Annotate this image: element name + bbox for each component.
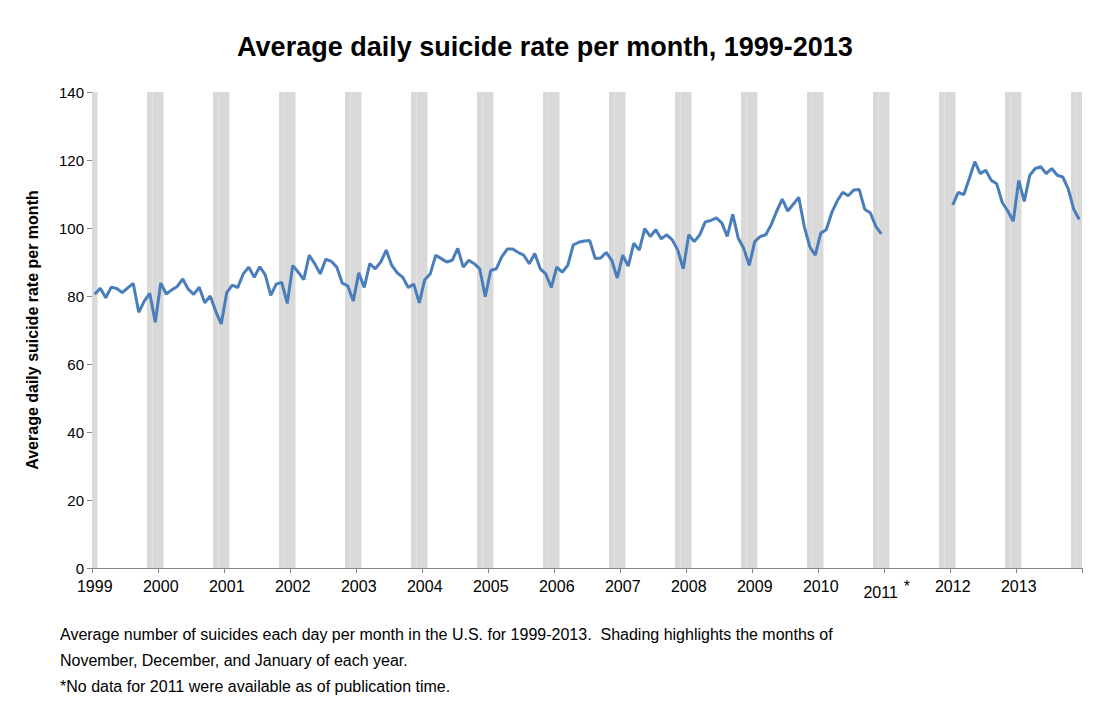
svg-text:2013: 2013 — [1001, 578, 1037, 595]
svg-text:2004: 2004 — [407, 578, 443, 595]
svg-text:2006: 2006 — [539, 578, 575, 595]
svg-text:1999: 1999 — [77, 578, 113, 595]
svg-text:80: 80 — [67, 288, 84, 305]
svg-text:2000: 2000 — [143, 578, 179, 595]
svg-text:60: 60 — [67, 356, 84, 373]
svg-text:20: 20 — [67, 492, 84, 509]
svg-text:120: 120 — [59, 152, 84, 169]
svg-text:Average daily suicide rate per: Average daily suicide rate per month — [24, 190, 41, 470]
svg-text:100: 100 — [59, 220, 84, 237]
svg-text:2010: 2010 — [803, 578, 839, 595]
svg-text:*No data for 2011 were availab: *No data for 2011 were available as of p… — [60, 678, 450, 695]
svg-text:*: * — [904, 578, 910, 595]
svg-text:2009: 2009 — [737, 578, 773, 595]
svg-text:2011: 2011 — [863, 584, 898, 601]
svg-text:2001: 2001 — [209, 578, 245, 595]
svg-text:2002: 2002 — [275, 578, 311, 595]
svg-text:2007: 2007 — [605, 578, 641, 595]
svg-text:2008: 2008 — [671, 578, 707, 595]
svg-text:November, December, and Januar: November, December, and January of each … — [60, 652, 408, 669]
svg-text:2005: 2005 — [473, 578, 509, 595]
svg-text:Average daily suicide rate per: Average daily suicide rate per month, 19… — [237, 32, 853, 62]
svg-text:2012: 2012 — [935, 578, 971, 595]
svg-text:140: 140 — [59, 84, 84, 101]
svg-text:2003: 2003 — [341, 578, 377, 595]
svg-text:40: 40 — [67, 424, 84, 441]
svg-text:0: 0 — [76, 560, 84, 577]
svg-text:Average number of suicides eac: Average number of suicides each day per … — [60, 626, 833, 643]
